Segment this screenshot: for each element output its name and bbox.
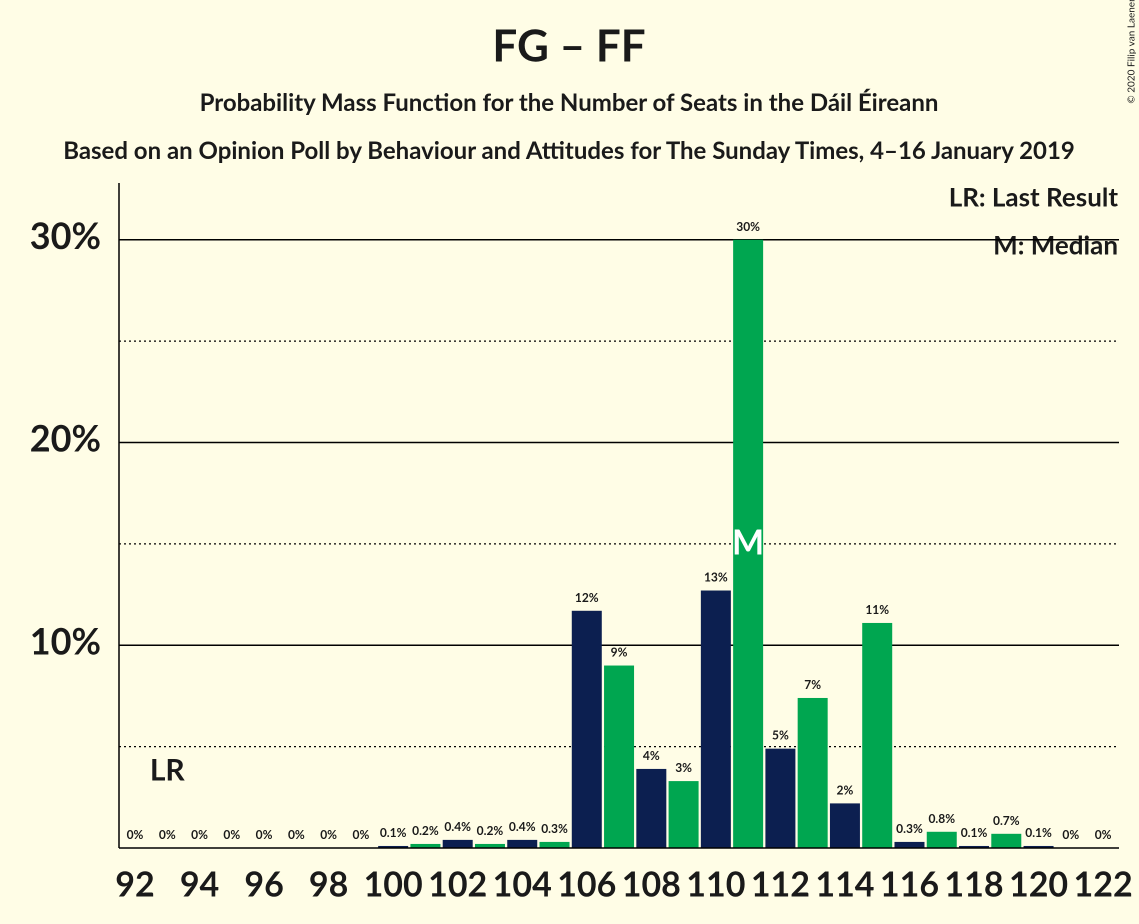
x-tick-label: 110 — [686, 864, 745, 905]
bar — [604, 665, 635, 848]
bar — [733, 239, 764, 848]
value-label: 0.1% — [961, 825, 988, 840]
chart-subtitle: Probability Mass Function for the Number… — [200, 88, 939, 117]
bar — [894, 841, 925, 848]
legend-entry: M: Median — [993, 229, 1118, 261]
value-label: 0% — [288, 827, 305, 842]
bar — [829, 803, 860, 848]
x-tick-label: 108 — [622, 864, 681, 905]
bar — [442, 839, 473, 848]
bar — [959, 845, 990, 848]
bar — [571, 610, 602, 848]
bar — [539, 841, 570, 848]
value-label: 0.4% — [509, 819, 536, 834]
y-tick-label: 30% — [30, 213, 101, 257]
value-label: 13% — [704, 570, 728, 585]
median-marker: M — [732, 522, 764, 563]
value-label: 9% — [611, 645, 628, 660]
chart-subsubtitle: Based on an Opinion Poll by Behaviour an… — [63, 136, 1075, 165]
x-tick-label: 96 — [244, 864, 283, 905]
bar — [668, 781, 699, 848]
value-label: 11% — [865, 602, 889, 617]
x-tick-label: 98 — [309, 864, 348, 905]
x-tick-label: 94 — [180, 864, 219, 905]
legend-entry: LR: Last Result — [949, 181, 1119, 213]
bar — [378, 845, 409, 848]
chart-title: FG – FF — [492, 19, 645, 71]
x-tick-label: 116 — [880, 864, 939, 905]
value-label: 0.3% — [541, 821, 568, 836]
x-tick-label: 114 — [815, 864, 874, 905]
x-tick-label: 100 — [364, 864, 423, 905]
x-tick-label: 104 — [493, 864, 552, 905]
value-label: 5% — [772, 728, 789, 743]
value-label: 0.8% — [928, 811, 955, 826]
value-label: 0.2% — [412, 823, 439, 838]
bar — [636, 768, 667, 848]
y-tick-label: 20% — [30, 416, 101, 460]
x-tick-label: 112 — [751, 864, 810, 905]
last-result-marker: LR — [150, 752, 186, 788]
bar — [1023, 845, 1054, 848]
value-label: 7% — [804, 677, 821, 692]
bar — [507, 839, 538, 848]
x-tick-label: 106 — [557, 864, 616, 905]
x-tick-label: 118 — [944, 864, 1003, 905]
bar — [797, 697, 828, 848]
value-label: 0% — [320, 827, 337, 842]
y-tick-label: 10% — [30, 618, 101, 662]
value-label: 0% — [1062, 827, 1079, 842]
value-label: 3% — [675, 760, 692, 775]
bar — [926, 831, 957, 848]
value-label: 30% — [736, 219, 760, 234]
x-tick-label: 120 — [1009, 864, 1068, 905]
value-label: 0.2% — [477, 823, 504, 838]
value-label: 0.1% — [380, 825, 407, 840]
copyright: © 2020 Filip van Laenen — [1126, 0, 1138, 104]
bar — [862, 622, 893, 848]
value-label: 0% — [256, 827, 273, 842]
value-label: 0% — [223, 827, 240, 842]
value-label: 0.4% — [444, 819, 471, 834]
bar — [700, 590, 731, 848]
bar — [991, 833, 1022, 848]
value-label: 0% — [1095, 827, 1112, 842]
value-label: 0.3% — [896, 821, 923, 836]
value-label: 0% — [127, 827, 144, 842]
bar — [765, 748, 796, 848]
value-label: 4% — [643, 748, 660, 763]
value-label: 0% — [159, 827, 176, 842]
bar — [410, 843, 441, 848]
x-tick-label: 122 — [1074, 864, 1133, 905]
x-tick-label: 102 — [428, 864, 487, 905]
x-tick-label: 92 — [115, 864, 154, 905]
value-label: 2% — [837, 782, 854, 797]
value-label: 0% — [352, 827, 369, 842]
bar — [474, 843, 505, 848]
value-label: 0% — [191, 827, 208, 842]
value-label: 0.7% — [993, 813, 1020, 828]
value-label: 0.1% — [1025, 825, 1052, 840]
value-label: 12% — [575, 590, 599, 605]
